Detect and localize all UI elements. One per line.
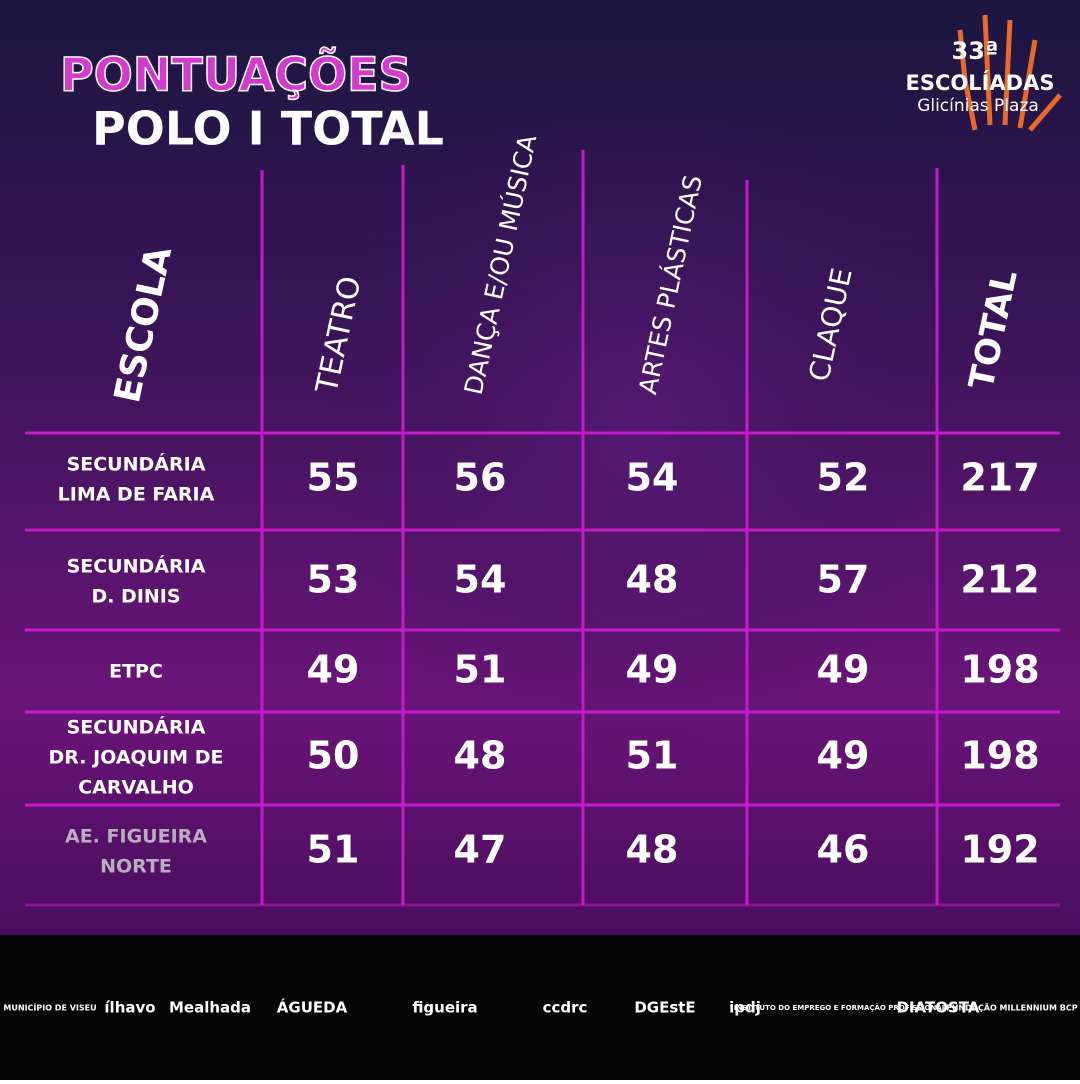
score: 50 [307,734,360,778]
sponsor-logo: Mealhada [169,999,251,1017]
sponsor-logo: DGEstE [634,999,695,1017]
score: 56 [454,456,507,500]
sponsor-logo: ílhavo [104,999,155,1017]
school-name: SECUNDÁRIA [67,716,206,739]
sponsor-logo: ÁGUEDA [277,998,348,1017]
logo-hand [957,14,1062,132]
logo-number: 33ª [952,37,999,65]
school-name: NORTE [100,856,172,878]
school-name: DR. JOAQUIM DE [49,747,224,769]
sponsor-logo: ipdj [729,999,761,1017]
sponsor-logo: figueira [412,999,477,1017]
score: 55 [307,456,360,500]
score: 212 [960,558,1039,602]
glow [310,90,970,750]
score: 49 [817,648,870,692]
logo-name: ESCOLÍADAS [906,70,1055,95]
school-name: D. DINIS [91,586,180,608]
score: 54 [454,558,507,602]
score: 53 [307,558,360,602]
score: 49 [307,648,360,692]
score: 49 [626,648,679,692]
score: 49 [817,734,870,778]
score: 192 [960,828,1039,872]
score: 46 [817,828,870,872]
school-name: CARVALHO [78,777,194,799]
logo-place: Glicínias Plaza [917,96,1039,116]
score: 48 [626,558,679,602]
score: 47 [454,828,507,872]
sponsor-logo: INSTITUTO DO EMPREGO E FORMAÇÃO PROFISSI… [734,1003,947,1012]
school-name: SECUNDÁRIA [67,453,206,476]
score: 198 [960,734,1039,778]
school-name: ETPC [109,661,163,683]
score: 51 [626,734,679,778]
subtitle: POLO I TOTAL [92,102,444,156]
score: 51 [454,648,507,692]
title: PONTUAÇÕES [60,47,412,102]
sponsor-logo: MUNICÍPIO DE VISEU [3,1002,96,1013]
score: 48 [626,828,679,872]
score: 52 [817,456,870,500]
school-name: AE. FIGUEIRA [65,826,207,848]
score: 198 [960,648,1039,692]
sponsor-logo: DIATOSTA [897,999,980,1017]
score: 217 [960,456,1039,500]
score: 57 [817,558,870,602]
footer [0,935,1080,1080]
school-name: SECUNDÁRIA [67,555,206,578]
score: 48 [454,734,507,778]
sponsor-logo: ccdrc [543,999,588,1017]
sponsor-logo: FUNDAÇÃO MILLENNIUM BCP [946,1003,1077,1013]
school-name: LIMA DE FARIA [58,484,215,506]
score: 54 [626,456,679,500]
score: 51 [307,828,360,872]
table-grid [25,150,1060,907]
